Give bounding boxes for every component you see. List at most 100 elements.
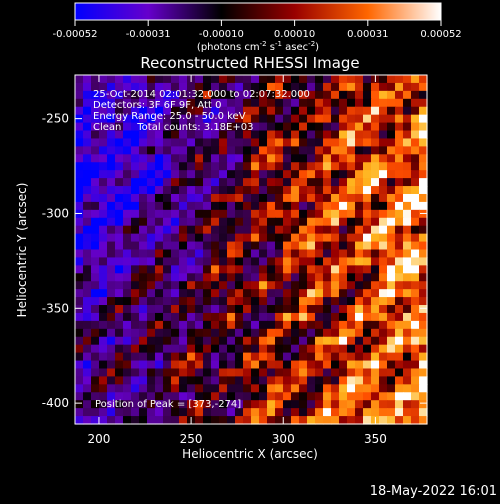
heatmap-cell <box>219 98 228 108</box>
heatmap-cell <box>155 408 164 417</box>
heatmap-cell <box>339 289 348 298</box>
heatmap-cell <box>115 122 124 132</box>
heatmap-cell <box>219 416 228 425</box>
heatmap-cell <box>267 217 276 227</box>
heatmap-cell <box>275 305 284 314</box>
heatmap-cell <box>251 297 260 306</box>
heatmap-cell <box>299 98 308 108</box>
heatmap-cell <box>211 305 220 314</box>
heatmap-cell <box>267 154 276 163</box>
heatmap-cell <box>419 241 428 251</box>
heatmap-cell <box>75 82 84 92</box>
heatmap-cell <box>139 193 148 203</box>
heatmap-cell <box>387 154 396 163</box>
heatmap-cell <box>307 249 316 259</box>
heatmap-cell <box>259 328 268 338</box>
heatmap-cell <box>291 281 300 290</box>
heatmap-cell <box>179 90 188 100</box>
heatmap-cell <box>123 233 132 243</box>
heatmap-cell <box>379 320 388 330</box>
heatmap-cell <box>339 312 348 322</box>
heatmap-cell <box>419 297 428 306</box>
heatmap-cell <box>259 384 268 393</box>
heatmap-cell <box>259 75 268 84</box>
heatmap-cell <box>395 257 404 266</box>
heatmap-cell <box>283 201 292 211</box>
heatmap-cell <box>75 305 84 314</box>
heatmap-cell <box>83 114 92 124</box>
heatmap-cell <box>155 392 164 401</box>
heatmap-cell <box>195 186 204 195</box>
heatmap-cell <box>195 352 204 362</box>
heatmap-cell <box>227 392 236 401</box>
heatmap-cell <box>187 90 196 100</box>
heatmap-cell <box>323 154 332 163</box>
heatmap-cell <box>419 416 428 425</box>
heatmap-cell <box>355 305 364 314</box>
heatmap-cell <box>379 384 388 393</box>
heatmap-cell <box>163 75 172 84</box>
heatmap-cell <box>339 82 348 92</box>
heatmap-cell <box>219 265 228 274</box>
heatmap-cell <box>299 225 308 235</box>
heatmap-cell <box>75 193 84 203</box>
heatmap-cell <box>307 122 316 132</box>
heatmap-cell <box>347 368 356 378</box>
heatmap-cell <box>123 273 132 282</box>
heatmap-cell <box>83 312 92 322</box>
heatmap-cell <box>395 297 404 306</box>
heatmap-cell <box>395 90 404 100</box>
annotation-counts: Clean Total counts: 3.18E+03 <box>93 122 253 133</box>
heatmap-cell <box>243 408 252 417</box>
heatmap-cell <box>163 328 172 338</box>
heatmap-cell <box>83 146 92 155</box>
heatmap-cell <box>155 154 164 163</box>
heatmap-cell <box>147 384 156 393</box>
heatmap-cell <box>323 408 332 417</box>
heatmap-cell <box>203 75 212 84</box>
heatmap-cell <box>179 416 188 425</box>
heatmap-cell <box>291 193 300 203</box>
heatmap-cell <box>155 186 164 195</box>
heatmap-cell <box>291 297 300 306</box>
heatmap-cell <box>259 320 268 330</box>
heatmap-cell <box>147 320 156 330</box>
heatmap-cell <box>339 281 348 290</box>
heatmap-cell <box>347 352 356 362</box>
heatmap-cell <box>379 170 388 179</box>
heatmap-cell <box>219 201 228 211</box>
heatmap-cell <box>419 249 428 259</box>
heatmap-cell <box>395 281 404 290</box>
heatmap-cell <box>363 217 372 227</box>
heatmap-cell <box>259 233 268 243</box>
heatmap-cell <box>131 114 140 124</box>
heatmap-cell <box>283 281 292 290</box>
heatmap-cell <box>347 146 356 155</box>
heatmap-cell <box>195 75 204 84</box>
heatmap-cell <box>411 328 420 338</box>
heatmap-cell <box>227 90 236 100</box>
heatmap-cell <box>419 201 428 211</box>
heatmap-cell <box>99 320 108 330</box>
heatmap-cell <box>251 130 260 140</box>
heatmap-cell <box>411 106 420 116</box>
heatmap-cell <box>195 400 204 409</box>
heatmap-cell <box>179 106 188 116</box>
heatmap-cell <box>147 344 156 354</box>
heatmap-cell <box>323 305 332 314</box>
heatmap-cell <box>99 162 108 171</box>
heatmap-cell <box>363 178 372 187</box>
heatmap-cell <box>211 257 220 266</box>
heatmap-cell <box>395 360 404 370</box>
heatmap-cell <box>387 320 396 330</box>
heatmap-cell <box>291 265 300 274</box>
heatmap-cell <box>163 289 172 298</box>
heatmap-cell <box>363 82 372 92</box>
heatmap-cell <box>315 146 324 155</box>
heatmap-cell <box>411 154 420 163</box>
heatmap-cell <box>219 400 228 409</box>
heatmap-cell <box>219 170 228 179</box>
heatmap-cell <box>283 186 292 195</box>
heatmap-cell <box>235 265 244 274</box>
heatmap-cell <box>363 352 372 362</box>
